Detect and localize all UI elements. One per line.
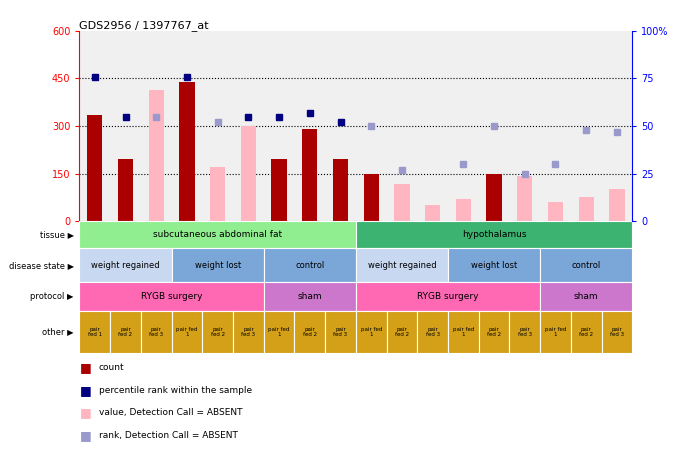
Text: control: control: [295, 261, 324, 270]
Text: rank, Detection Call = ABSENT: rank, Detection Call = ABSENT: [99, 431, 238, 440]
Text: protocol ▶: protocol ▶: [30, 292, 74, 301]
Text: sham: sham: [298, 292, 322, 301]
Text: pair
fed 2: pair fed 2: [487, 327, 501, 337]
Text: pair
fed 2: pair fed 2: [395, 327, 409, 337]
Bar: [540, 283, 632, 311]
Bar: [264, 248, 356, 283]
Bar: [363, 174, 379, 221]
Bar: [356, 283, 540, 311]
Text: pair fed
1: pair fed 1: [453, 327, 474, 337]
Bar: [87, 115, 102, 221]
Bar: [149, 90, 164, 221]
Bar: [356, 248, 448, 283]
Bar: [141, 311, 171, 353]
Text: pair fed
1: pair fed 1: [176, 327, 198, 337]
Text: ■: ■: [79, 429, 91, 442]
Bar: [179, 82, 195, 221]
Text: pair
fed 3: pair fed 3: [149, 327, 163, 337]
Text: pair
fed 2: pair fed 2: [211, 327, 225, 337]
Text: control: control: [571, 261, 600, 270]
Bar: [356, 311, 386, 353]
Bar: [202, 311, 233, 353]
Text: other ▶: other ▶: [42, 328, 74, 337]
Text: subcutaneous abdominal fat: subcutaneous abdominal fat: [153, 230, 282, 239]
Bar: [578, 197, 594, 221]
Text: count: count: [99, 363, 124, 372]
Bar: [171, 311, 202, 353]
Bar: [509, 311, 540, 353]
Text: pair
fed 3: pair fed 3: [610, 327, 624, 337]
Bar: [395, 184, 410, 221]
Bar: [479, 311, 509, 353]
Text: pair
fed 3: pair fed 3: [334, 327, 348, 337]
Text: pair fed
1: pair fed 1: [268, 327, 290, 337]
Bar: [333, 159, 348, 221]
Text: sham: sham: [574, 292, 598, 301]
Bar: [79, 248, 171, 283]
Bar: [448, 311, 479, 353]
Bar: [540, 248, 632, 283]
Bar: [110, 311, 141, 353]
Bar: [609, 189, 625, 221]
Bar: [486, 174, 502, 221]
Bar: [425, 205, 440, 221]
Bar: [264, 311, 294, 353]
Bar: [210, 167, 225, 221]
Text: GDS2956 / 1397767_at: GDS2956 / 1397767_at: [79, 20, 209, 31]
Text: weight lost: weight lost: [195, 261, 240, 270]
Bar: [602, 311, 632, 353]
Bar: [455, 199, 471, 221]
Text: pair fed
1: pair fed 1: [361, 327, 382, 337]
Bar: [386, 311, 417, 353]
Text: weight regained: weight regained: [91, 261, 160, 270]
Text: value, Detection Call = ABSENT: value, Detection Call = ABSENT: [99, 409, 243, 417]
Bar: [571, 311, 602, 353]
Text: hypothalamus: hypothalamus: [462, 230, 527, 239]
Text: weight regained: weight regained: [368, 261, 436, 270]
Bar: [79, 283, 264, 311]
Bar: [417, 311, 448, 353]
Bar: [548, 202, 563, 221]
Text: ■: ■: [79, 383, 91, 397]
Bar: [118, 159, 133, 221]
Text: tissue ▶: tissue ▶: [40, 230, 74, 239]
Text: pair
fed 3: pair fed 3: [426, 327, 439, 337]
Text: RYGB surgery: RYGB surgery: [417, 292, 479, 301]
Bar: [294, 311, 325, 353]
Bar: [517, 176, 533, 221]
Text: pair
fed 1: pair fed 1: [88, 327, 102, 337]
Bar: [302, 129, 317, 221]
Text: percentile rank within the sample: percentile rank within the sample: [99, 386, 252, 394]
Text: disease state ▶: disease state ▶: [9, 261, 74, 270]
Text: pair
fed 2: pair fed 2: [303, 327, 317, 337]
Text: pair fed
1: pair fed 1: [545, 327, 566, 337]
Bar: [448, 248, 540, 283]
Bar: [233, 311, 264, 353]
Text: RYGB surgery: RYGB surgery: [141, 292, 202, 301]
Bar: [171, 248, 264, 283]
Text: pair
fed 3: pair fed 3: [518, 327, 532, 337]
Text: pair
fed 2: pair fed 2: [579, 327, 594, 337]
Bar: [79, 311, 110, 353]
Text: ■: ■: [79, 406, 91, 419]
Text: ■: ■: [79, 361, 91, 374]
Bar: [79, 221, 356, 248]
Bar: [264, 283, 356, 311]
Text: weight lost: weight lost: [471, 261, 517, 270]
Bar: [325, 311, 356, 353]
Text: pair
fed 2: pair fed 2: [118, 327, 133, 337]
Bar: [272, 159, 287, 221]
Bar: [240, 126, 256, 221]
Text: pair
fed 3: pair fed 3: [241, 327, 256, 337]
Bar: [356, 221, 632, 248]
Bar: [540, 311, 571, 353]
